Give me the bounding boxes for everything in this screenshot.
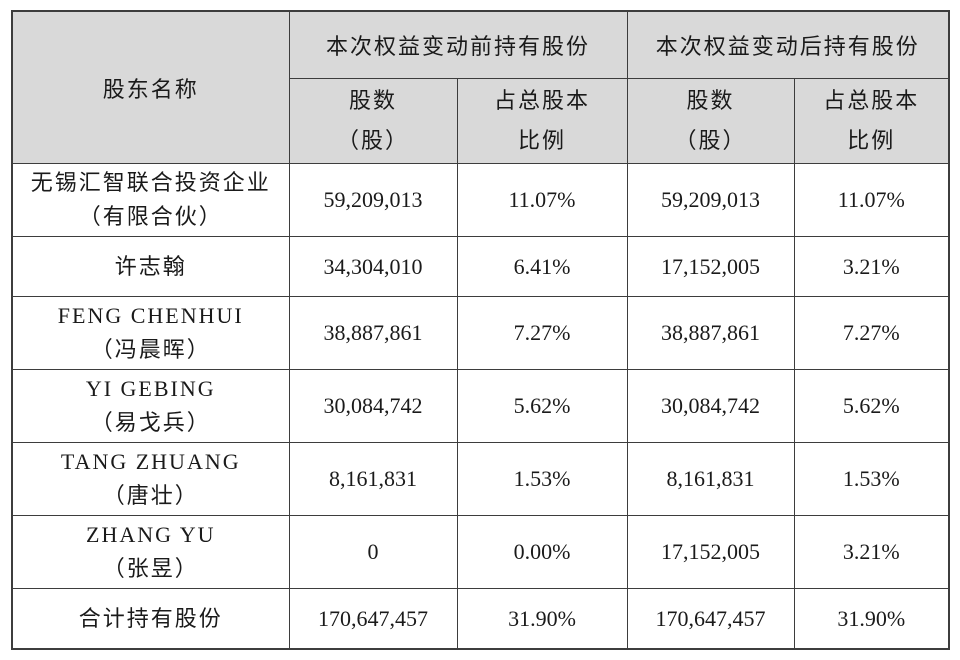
table-row: ZHANG YU （张昱） 0 0.00% 17,152,005 3.21% <box>11 515 950 589</box>
table-row: 合计持有股份 170,647,457 31.90% 170,647,457 31… <box>11 588 950 650</box>
header-after-ratio-line2: 比例 <box>847 128 896 153</box>
shareholder-name-line2: （张昱） <box>102 556 199 581</box>
after-shares-cell: 30,084,742 <box>626 369 795 443</box>
shareholder-name-cell: 许志翰 <box>11 236 290 297</box>
shareholder-name-line1: YI GEBING <box>85 376 216 401</box>
table-row: YI GEBING （易戈兵） 30,084,742 5.62% 30,084,… <box>11 369 950 443</box>
shareholder-name-cell: TANG ZHUANG （唐壮） <box>11 442 290 516</box>
header-before-change-group: 本次权益变动前持有股份 <box>288 10 628 79</box>
header-before-ratio: 占总股本 比例 <box>456 78 628 164</box>
table-row: 许志翰 34,304,010 6.41% 17,152,005 3.21% <box>11 236 950 297</box>
header-after-change-group: 本次权益变动后持有股份 <box>626 10 950 79</box>
before-shares-cell: 30,084,742 <box>288 369 458 443</box>
before-ratio-cell: 31.90% <box>456 588 628 650</box>
table-body: 无锡汇智联合投资企业 （有限合伙） 59,209,013 11.07% 59,2… <box>11 163 950 650</box>
header-after-shares: 股数 （股） <box>626 78 795 164</box>
before-shares-cell: 34,304,010 <box>288 236 458 297</box>
shareholder-name-line1: 合计持有股份 <box>78 605 223 631</box>
after-shares-cell: 17,152,005 <box>626 515 795 589</box>
before-ratio-cell: 5.62% <box>456 369 628 443</box>
shareholder-name-line2: （有限合伙） <box>78 204 223 229</box>
before-shares-cell: 8,161,831 <box>288 442 458 516</box>
shareholder-name-line1: TANG ZHUANG <box>60 449 241 474</box>
after-shares-cell: 59,209,013 <box>626 163 795 237</box>
after-ratio-cell: 3.21% <box>793 236 950 297</box>
header-before-shares-line1: 股数 <box>348 88 397 113</box>
after-shares-cell: 17,152,005 <box>626 236 795 297</box>
after-shares-cell: 170,647,457 <box>626 588 795 650</box>
shareholder-name-cell: 无锡汇智联合投资企业 （有限合伙） <box>11 163 290 237</box>
header-after-ratio-line1: 占总股本 <box>823 88 920 113</box>
before-ratio-cell: 7.27% <box>456 296 628 370</box>
header-after-shares-line2: （股） <box>674 128 747 153</box>
shareholder-name-line1: 无锡汇智联合投资企业 <box>30 170 271 195</box>
shareholder-name-cell: ZHANG YU （张昱） <box>11 515 290 589</box>
after-shares-cell: 38,887,861 <box>626 296 795 370</box>
after-ratio-cell: 7.27% <box>793 296 950 370</box>
shareholder-name-line2: （易戈兵） <box>90 410 211 435</box>
header-before-ratio-line1: 占总股本 <box>494 88 591 113</box>
shareholder-name-line2: （唐壮） <box>102 483 199 508</box>
before-shares-cell: 59,209,013 <box>288 163 458 237</box>
shareholder-name-line1: ZHANG YU <box>86 522 216 547</box>
before-ratio-cell: 6.41% <box>456 236 628 297</box>
shareholding-change-table: 股东名称 本次权益变动前持有股份 本次权益变动后持有股份 股数 （股） 占总股本… <box>11 10 951 650</box>
header-before-shares-line2: （股） <box>336 128 409 153</box>
after-ratio-cell: 3.21% <box>793 515 950 589</box>
header-before-shares: 股数 （股） <box>288 78 458 164</box>
before-shares-cell: 38,887,861 <box>288 296 458 370</box>
after-shares-cell: 8,161,831 <box>626 442 795 516</box>
before-shares-cell: 170,647,457 <box>288 588 458 650</box>
before-ratio-cell: 11.07% <box>456 163 628 237</box>
after-ratio-cell: 1.53% <box>793 442 950 516</box>
table-header: 股东名称 本次权益变动前持有股份 本次权益变动后持有股份 股数 （股） 占总股本… <box>11 10 950 164</box>
header-sub-row: 股数 （股） 占总股本 比例 股数 （股） 占总股本 比例 <box>12 78 950 164</box>
after-ratio-cell: 31.90% <box>793 588 950 650</box>
table-row: 无锡汇智联合投资企业 （有限合伙） 59,209,013 11.07% 59,2… <box>11 163 950 237</box>
shareholder-name-cell: YI GEBING （易戈兵） <box>11 369 290 443</box>
table-row: TANG ZHUANG （唐壮） 8,161,831 1.53% 8,161,8… <box>11 442 950 516</box>
header-after-ratio: 占总股本 比例 <box>793 78 950 164</box>
shareholder-name-line1: 许志翰 <box>114 253 187 279</box>
shareholder-name-line2: （冯晨晖） <box>90 337 211 362</box>
header-after-shares-line1: 股数 <box>686 88 735 113</box>
shareholder-name-cell: FENG CHENHUI （冯晨晖） <box>11 296 290 370</box>
table-row: FENG CHENHUI （冯晨晖） 38,887,861 7.27% 38,8… <box>11 296 950 370</box>
header-before-ratio-line2: 比例 <box>518 128 567 153</box>
header-group-row: 股东名称 本次权益变动前持有股份 本次权益变动后持有股份 <box>11 10 950 164</box>
shareholder-name-cell: 合计持有股份 <box>11 588 290 650</box>
header-shareholder-name: 股东名称 <box>11 10 290 164</box>
after-ratio-cell: 5.62% <box>793 369 950 443</box>
after-ratio-cell: 11.07% <box>793 163 950 237</box>
shareholder-name-line1: FENG CHENHUI <box>57 303 244 328</box>
before-ratio-cell: 1.53% <box>456 442 628 516</box>
before-ratio-cell: 0.00% <box>456 515 628 589</box>
before-shares-cell: 0 <box>288 515 458 589</box>
